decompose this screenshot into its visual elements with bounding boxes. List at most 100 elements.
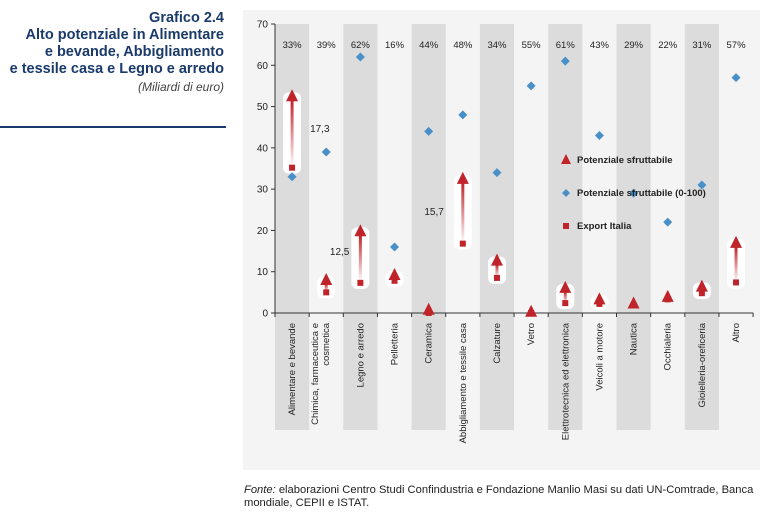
gap-arrow <box>290 100 294 168</box>
y-tick-label: 70 <box>257 20 269 31</box>
legend-label: Potenziale sfruttabile (0-100) <box>577 188 706 199</box>
legend-label: Export Italia <box>577 221 632 232</box>
x-tick-label: Legno e arredo <box>355 323 366 387</box>
y-tick-label: 30 <box>257 185 269 196</box>
chart-title-line: e bevande, Abbigliamento <box>44 44 224 60</box>
index-label: 62% <box>351 40 371 51</box>
export-marker <box>357 279 364 286</box>
index-label: 39% <box>317 40 337 51</box>
category-band <box>684 24 719 430</box>
export-marker <box>562 300 569 307</box>
gap-arrow <box>563 291 567 304</box>
index-label: 55% <box>522 40 542 51</box>
annotation-label: 12,5 <box>330 247 350 258</box>
index-label: 57% <box>727 40 747 51</box>
potential-marker <box>661 289 674 302</box>
x-tick-label: Ceramica <box>424 322 435 363</box>
x-tick-label: Nautica <box>629 322 640 355</box>
index-marker <box>594 130 604 140</box>
potential-marker <box>422 302 435 315</box>
y-tick-label: 40 <box>257 143 269 154</box>
x-tick-label: Occhialeria <box>663 322 674 370</box>
index-marker <box>560 56 570 66</box>
index-label: 33% <box>283 40 303 51</box>
chart-title-line: Alto potenziale in Alimentare <box>25 27 224 43</box>
potential-marker <box>627 296 640 309</box>
chart-svg: 0 10 20 30 40 50 60 70 Alimentare e bevande Chimi… <box>257 20 754 443</box>
export-marker <box>459 240 466 247</box>
export-marker <box>698 290 705 297</box>
index-marker <box>526 81 536 91</box>
potential-marker <box>286 89 299 102</box>
x-tick-label: Elettrotecnica ed elettronica <box>560 322 571 440</box>
gap-arrow <box>461 182 465 244</box>
x-tick-label: Altro <box>731 323 742 343</box>
header-rule <box>0 126 226 128</box>
annotation-label: 17,3 <box>310 124 330 135</box>
source-text: elaborazioni Centro Studi Confindustria … <box>244 484 754 509</box>
x-tick-label: cosmetica <box>321 322 332 365</box>
gap-arrow <box>495 264 499 278</box>
legend-diamond-icon <box>562 189 570 197</box>
legend-square-icon <box>563 223 569 229</box>
category-band <box>616 24 651 430</box>
potential-marker <box>388 268 401 281</box>
x-tick-label: Calzature <box>492 323 503 364</box>
chart-title: Alto potenziale in Alimentare e bevande,… <box>0 27 224 78</box>
y-tick-label: 50 <box>257 102 269 113</box>
y-tick-label: 60 <box>257 61 269 72</box>
y-tick-label: 0 <box>262 309 268 320</box>
x-tick-label: Abbigliamento e tessile casa <box>458 322 469 443</box>
potential-marker <box>593 292 606 305</box>
export-marker <box>733 279 740 286</box>
potential-marker <box>354 224 367 237</box>
y-tick-label: 20 <box>257 226 269 237</box>
source-note: Fonte: elaborazioni Centro Studi Confind… <box>244 484 754 510</box>
potential-marker <box>559 280 572 293</box>
potential-marker <box>320 272 333 285</box>
index-marker <box>458 110 468 120</box>
index-label: 43% <box>590 40 610 51</box>
annotation-label: 15,7 <box>424 207 444 218</box>
x-tick-label: Alimentare e bevande <box>287 323 298 415</box>
potential-marker <box>490 253 503 266</box>
gap-arrow <box>358 235 362 283</box>
x-tick-label: Vetro <box>526 323 537 345</box>
gap-arrow <box>734 246 738 283</box>
source-label: Fonte: <box>244 484 276 496</box>
index-marker <box>355 52 365 62</box>
index-label: 22% <box>658 40 678 51</box>
potential-marker <box>525 304 538 317</box>
index-label: 44% <box>419 40 439 51</box>
export-marker <box>289 164 296 171</box>
index-label: 31% <box>692 40 712 51</box>
export-marker <box>391 277 398 284</box>
chart-number: Grafico 2.4 <box>149 10 224 26</box>
legend-triangle-icon <box>561 154 571 164</box>
index-label: 61% <box>556 40 576 51</box>
category-band <box>411 24 446 430</box>
index-marker <box>492 168 502 178</box>
y-tick-label: 10 <box>257 267 269 278</box>
x-tick-label: Veicoli a motore <box>594 323 605 391</box>
x-tick-label: Pelletteria <box>390 322 401 365</box>
index-label: 16% <box>385 40 405 51</box>
index-marker <box>287 172 297 182</box>
index-label: 29% <box>624 40 644 51</box>
potential-marker <box>730 235 743 248</box>
x-tick-label: Chimica, farmaceutica e <box>310 323 321 425</box>
export-marker <box>493 274 500 281</box>
chart-header: Grafico 2.4 Alto potenziale in Alimentar… <box>0 10 224 94</box>
potential-marker <box>695 279 708 292</box>
index-marker <box>424 126 434 136</box>
export-marker <box>323 289 330 296</box>
index-marker <box>321 147 331 157</box>
chart-title-line: e tessile casa e Legno e arredo <box>9 61 224 77</box>
potential-marker <box>456 171 469 184</box>
chart-subtitle: (Miliardi di euro) <box>137 80 224 94</box>
index-marker <box>697 180 707 190</box>
category-band <box>479 24 515 430</box>
legend-label: Potenziale sfruttabile <box>577 155 673 166</box>
index-label: 34% <box>487 40 507 51</box>
index-marker <box>663 217 673 227</box>
